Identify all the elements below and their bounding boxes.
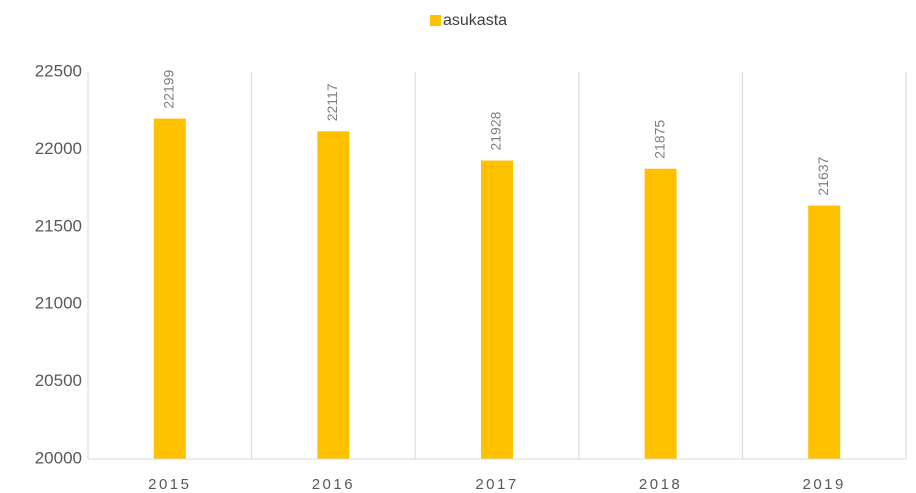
x-tick-label: 2016 xyxy=(312,476,355,493)
data-label: 21928 xyxy=(488,111,504,150)
y-tick-label: 22500 xyxy=(35,61,82,80)
y-tick-label: 22000 xyxy=(35,139,82,158)
y-tick-label: 20000 xyxy=(35,448,82,467)
data-label: 22117 xyxy=(324,83,340,121)
bar xyxy=(153,118,186,460)
x-tick-label: 2019 xyxy=(803,476,846,493)
data-label: 21637 xyxy=(815,156,831,195)
bar xyxy=(481,160,513,459)
y-tick-label: 20500 xyxy=(35,371,82,390)
x-tick-label: 2017 xyxy=(475,476,518,493)
data-label: 22199 xyxy=(161,69,177,108)
bar xyxy=(317,131,350,460)
y-tick-label: 21500 xyxy=(35,216,82,235)
x-tick-label: 2018 xyxy=(639,476,682,493)
data-label: 21875 xyxy=(651,120,667,159)
bar xyxy=(808,205,841,459)
legend-swatch xyxy=(430,15,441,26)
legend-label: asukasta xyxy=(443,12,507,29)
bar xyxy=(644,168,677,459)
x-tick-label: 2015 xyxy=(148,476,191,493)
y-tick-label: 21000 xyxy=(35,294,82,313)
